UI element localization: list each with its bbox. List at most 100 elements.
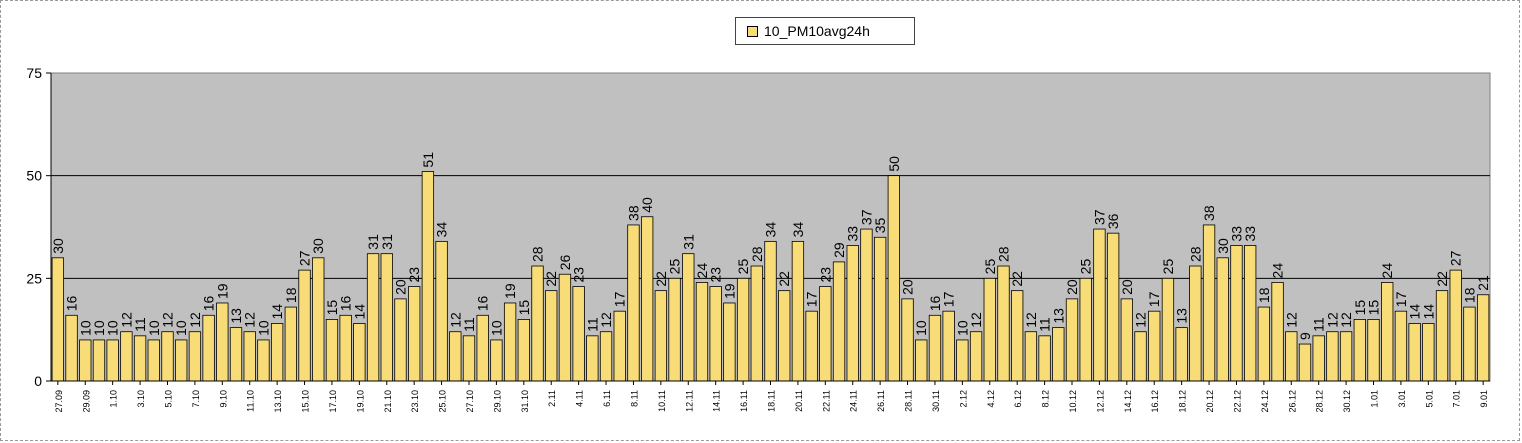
- data-label: 20: [1119, 279, 1135, 295]
- bar: [133, 335, 147, 382]
- data-label: 11: [1311, 317, 1327, 332]
- data-label: 37: [1091, 209, 1107, 225]
- bar: [1079, 277, 1092, 382]
- data-label: 22: [1009, 271, 1025, 287]
- data-label: 22: [653, 271, 669, 287]
- bar: [120, 331, 133, 382]
- bar: [1024, 331, 1038, 382]
- data-label: 10: [954, 320, 970, 336]
- axes: 0 25 50 75 27.09 29.09 1.10 3.10 5.10 7.10 9.10 11.…: [26, 65, 1490, 413]
- data-label: 31: [365, 234, 381, 250]
- bar: [558, 273, 572, 382]
- x-tick-label: 27.09: [54, 390, 64, 413]
- x-tick-label: 24.11: [849, 390, 859, 412]
- bar: [216, 302, 229, 382]
- bar: [1381, 282, 1394, 382]
- legend: 10_PM10avg24h: [735, 17, 915, 45]
- data-label: 15: [1352, 300, 1368, 316]
- data-label: 50: [886, 156, 902, 172]
- x-tick-label: 10.12: [1068, 390, 1078, 413]
- data-label: 12: [159, 312, 175, 328]
- data-label: 26: [557, 254, 573, 270]
- bar: [312, 257, 325, 382]
- bar: [79, 339, 92, 382]
- x-tick-label: 31.10: [520, 390, 530, 413]
- bar: [1244, 245, 1257, 382]
- data-label: 28: [749, 246, 765, 262]
- data-label: 10: [91, 320, 107, 336]
- bar: [627, 224, 640, 382]
- data-label: 30: [310, 238, 326, 254]
- bar: [1175, 327, 1188, 382]
- x-tick-label: 20.12: [1205, 390, 1215, 413]
- x-tick-label: 13.10: [273, 390, 283, 413]
- x-tick-label: 28.12: [1315, 390, 1325, 413]
- bar: [270, 323, 284, 382]
- x-tick-label: 17.10: [328, 390, 338, 413]
- x-tick-label: 7.01: [1452, 390, 1462, 408]
- bar: [613, 310, 626, 382]
- y-tick-label: 0: [34, 373, 42, 389]
- x-tick-label: 30.12: [1342, 390, 1352, 413]
- data-label: 12: [1283, 312, 1299, 328]
- data-label: 18: [283, 287, 299, 303]
- data-label: 28: [1187, 246, 1203, 262]
- x-tick-label: 22.11: [821, 390, 831, 412]
- bar: [695, 282, 709, 382]
- data-label: 16: [201, 296, 217, 312]
- bar: [1449, 269, 1462, 382]
- bar: [791, 240, 805, 382]
- bar: [435, 240, 448, 382]
- bars: [51, 171, 1490, 382]
- data-label: 10: [77, 320, 93, 336]
- data-label: 23: [708, 267, 724, 283]
- data-label: 27: [1448, 250, 1464, 266]
- data-label: 14: [1420, 304, 1436, 320]
- data-label: 23: [571, 267, 587, 283]
- bar: [901, 298, 914, 382]
- data-label: 10: [488, 320, 504, 336]
- bar: [1052, 327, 1065, 382]
- data-label: 11: [132, 317, 148, 332]
- bar: [1394, 310, 1408, 382]
- data-label: 25: [735, 259, 751, 275]
- legend-label: 10_PM10avg24h: [764, 23, 870, 39]
- data-label: 51: [420, 152, 436, 168]
- data-label: 25: [1078, 259, 1094, 275]
- data-label: 10: [913, 320, 929, 336]
- x-tick-label: 5.01: [1424, 390, 1434, 408]
- bar: [805, 310, 818, 382]
- bar: [394, 298, 407, 382]
- bar: [1038, 335, 1051, 382]
- data-label: 23: [406, 267, 422, 283]
- data-label: 24: [694, 263, 710, 279]
- bar: [956, 339, 969, 382]
- data-label: 17: [941, 291, 957, 307]
- data-label: 11: [461, 317, 477, 332]
- data-label: 16: [338, 296, 354, 312]
- bar: [641, 216, 654, 382]
- x-tick-label: 28.11: [904, 390, 914, 412]
- data-label: 12: [187, 312, 203, 328]
- bar: [106, 339, 119, 382]
- bar: [764, 240, 777, 382]
- bar: [531, 265, 544, 382]
- bar: [353, 323, 366, 382]
- data-label: 10: [105, 320, 121, 336]
- bar: [161, 331, 174, 382]
- bar: [1189, 265, 1202, 382]
- bar: [819, 286, 832, 382]
- data-label: 9: [1297, 332, 1313, 340]
- data-label: 14: [351, 304, 367, 320]
- bar: [1285, 331, 1298, 382]
- bar: [1161, 277, 1175, 382]
- data-label: 17: [612, 291, 628, 307]
- bar: [325, 318, 339, 382]
- data-label: 24: [1379, 263, 1395, 279]
- bar: [572, 286, 585, 382]
- bar: [1408, 323, 1421, 382]
- bar: [284, 306, 297, 382]
- data-label: 30: [50, 238, 66, 254]
- bar: [915, 339, 928, 382]
